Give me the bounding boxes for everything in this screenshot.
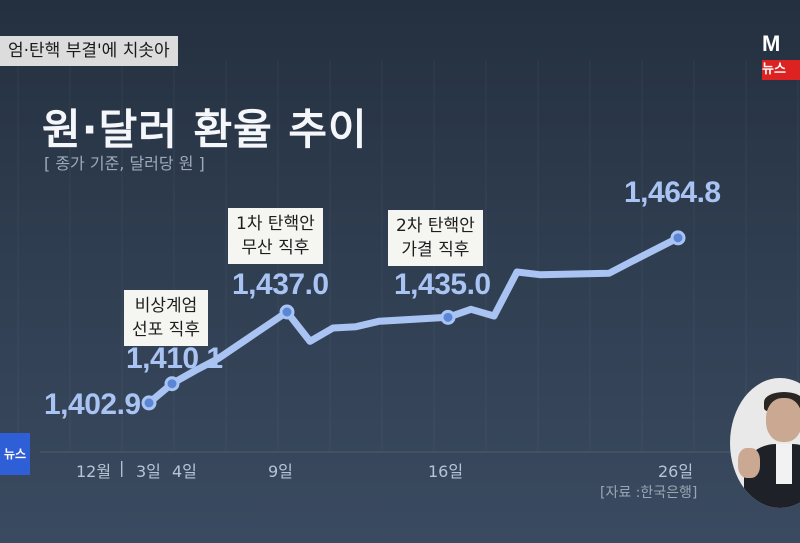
annotation-line: 선포 직후 bbox=[132, 320, 200, 340]
data-point-marker bbox=[670, 230, 686, 246]
value-label-dec16: 1,435.0 bbox=[394, 268, 491, 301]
annotation-line: 1차 탄핵안 bbox=[236, 214, 315, 234]
value-label-dec3: 1,402.9 bbox=[44, 388, 141, 421]
channel-logo: M 뉴스 bbox=[762, 30, 800, 88]
data-source: [자료 :한국은행] bbox=[600, 485, 698, 501]
x-tick-label: 4일 bbox=[172, 462, 197, 481]
chart-subtitle: [ 종가 기준, 달러당 원 ] bbox=[44, 154, 205, 173]
annotation-line: 비상계엄 bbox=[134, 296, 198, 316]
interpreter-shirt bbox=[776, 444, 792, 484]
x-tick-label: 16일 bbox=[428, 462, 464, 481]
sign-language-interpreter bbox=[730, 378, 800, 508]
logo-mark: M bbox=[762, 31, 781, 56]
interpreter-head bbox=[766, 398, 800, 442]
value-label-dec9: 1,437.0 bbox=[232, 268, 329, 301]
chart-title: 원·달러 환율 추이 bbox=[42, 105, 368, 154]
side-badge: 뉴스 bbox=[0, 433, 30, 475]
x-tick-label: 3일 bbox=[136, 462, 161, 481]
data-point-marker bbox=[164, 376, 180, 392]
value-label-dec4: 1,410.1 bbox=[126, 342, 223, 375]
data-point-marker bbox=[279, 304, 295, 320]
x-tick-separator: | bbox=[119, 458, 125, 477]
annotation-line: 무산 직후 bbox=[241, 238, 310, 258]
news-ticker: 엄·탄핵 부결'에 치솟아 bbox=[0, 36, 178, 66]
annotation-martial-law: 비상계엄 선포 직후 bbox=[124, 290, 208, 346]
value-label-dec26: 1,464.8 bbox=[624, 176, 721, 209]
x-tick-label: 26일 bbox=[658, 462, 694, 481]
x-tick-label: 9일 bbox=[268, 462, 293, 481]
interpreter-hand bbox=[738, 448, 760, 478]
series-line bbox=[145, 234, 682, 407]
logo-news: 뉴스 bbox=[762, 60, 800, 80]
x-tick-label: 12월 bbox=[76, 462, 112, 481]
markers bbox=[141, 230, 686, 411]
annotation-second-impeachment: 2차 탄핵안 가결 직후 bbox=[388, 210, 483, 266]
data-point-marker bbox=[141, 395, 157, 411]
annotation-first-impeachment: 1차 탄핵안 무산 직후 bbox=[228, 208, 323, 264]
data-point-marker bbox=[440, 309, 456, 325]
annotation-line: 가결 직후 bbox=[401, 240, 470, 260]
annotation-line: 2차 탄핵안 bbox=[396, 216, 475, 236]
